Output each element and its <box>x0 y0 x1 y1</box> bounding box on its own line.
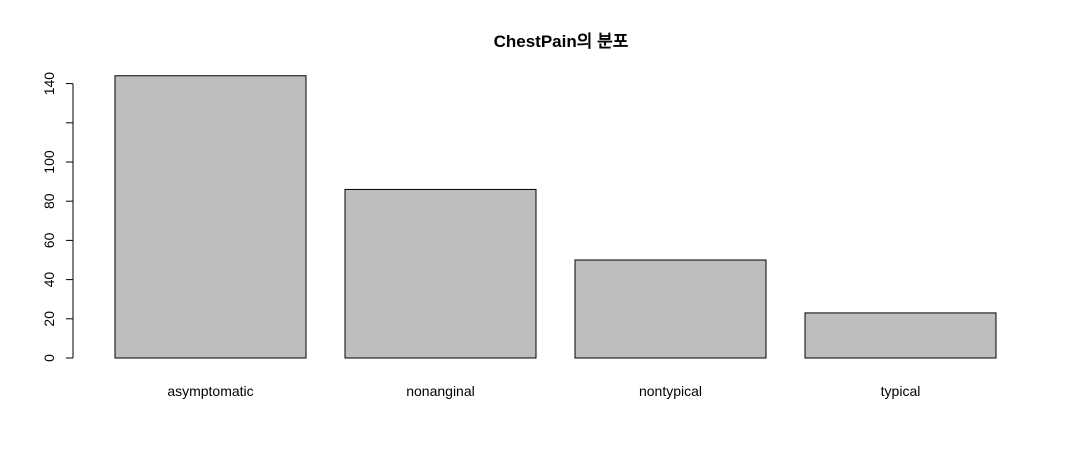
y-tick-label: 20 <box>41 311 57 327</box>
y-tick-label: 80 <box>41 193 57 209</box>
x-tick-label-nonanginal: nonanginal <box>406 383 475 399</box>
chart-title: ChestPain의 분포 <box>494 32 629 51</box>
y-tick-label: 60 <box>41 232 57 248</box>
x-tick-label-nontypical: nontypical <box>639 383 702 399</box>
bar-nonanginal <box>344 188 537 359</box>
bar-asymptomatic <box>114 75 307 359</box>
x-tick-labels: asymptomatic nonanginal nontypical typical <box>167 383 920 399</box>
bar-nontypical <box>574 259 767 359</box>
y-tick-label: 40 <box>41 272 57 288</box>
y-tick-label: 100 <box>41 150 57 174</box>
bars-group <box>114 75 997 359</box>
x-tick-label-asymptomatic: asymptomatic <box>167 383 253 399</box>
y-tick-label: 0 <box>41 354 57 362</box>
y-axis: 0 20 40 60 80 100 140 <box>41 72 74 362</box>
bar-typical <box>804 312 997 359</box>
x-tick-label-typical: typical <box>881 383 921 399</box>
y-tick-label: 140 <box>41 72 57 96</box>
